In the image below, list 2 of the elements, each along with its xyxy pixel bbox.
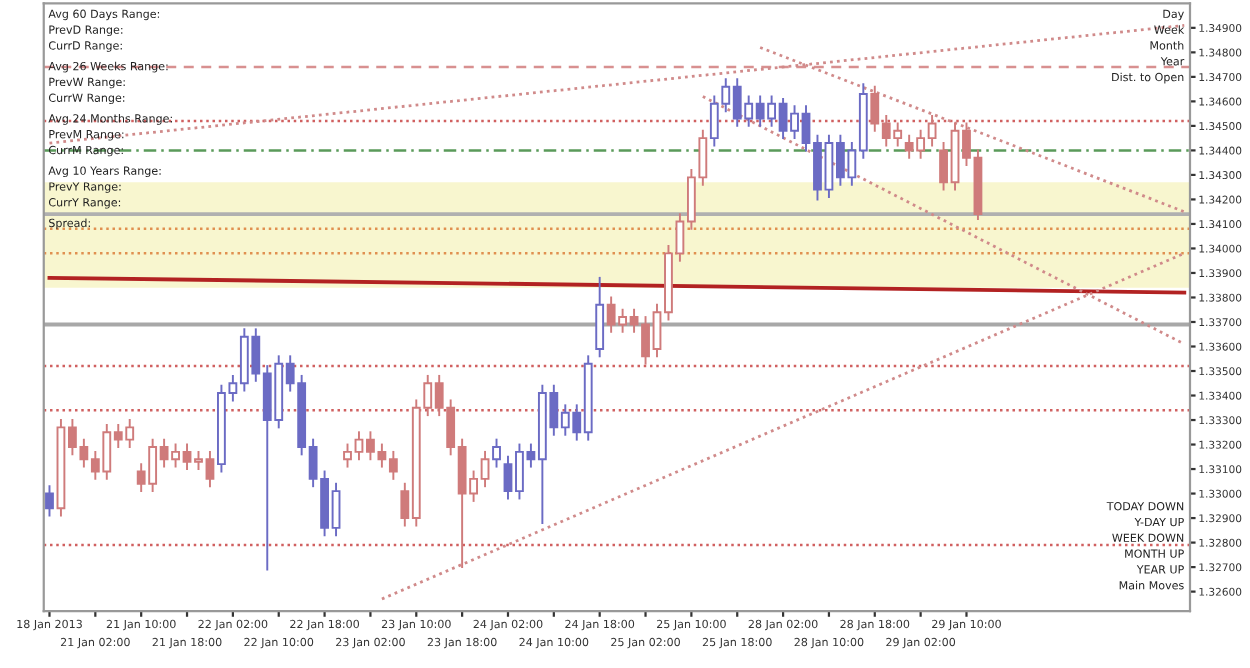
candlestick [45,485,54,517]
candlestick [595,276,605,358]
